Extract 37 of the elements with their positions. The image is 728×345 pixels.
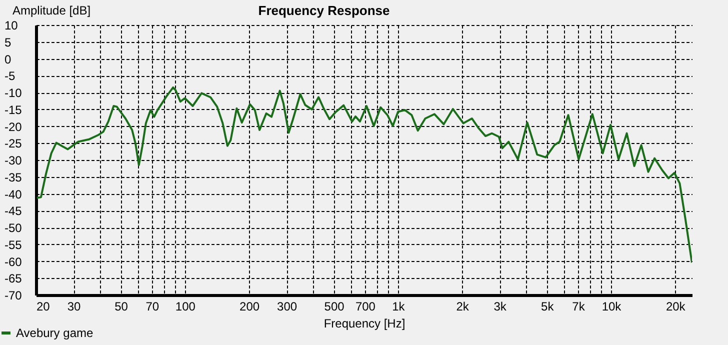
x-tick-label: 50 — [114, 300, 128, 314]
y-tick-label: -40 — [4, 187, 22, 202]
y-tick-label: -55 — [4, 238, 22, 252]
legend-label: Avebury game — [16, 326, 94, 340]
x-tick-label: 500 — [324, 300, 345, 314]
x-tick-label: 100 — [175, 300, 196, 314]
y-tick-label: -30 — [4, 154, 22, 168]
x-tick-label: 20 — [36, 300, 50, 314]
y-tick-label: 0 — [4, 52, 12, 66]
x-tick-label: 10k — [602, 300, 622, 314]
x-tick-label: 30 — [67, 300, 82, 314]
y-tick-label: 5 — [4, 35, 12, 50]
x-tick-label: 70 — [146, 300, 160, 314]
y-tick-label: -45 — [4, 204, 22, 218]
x-tick-label: 20k — [666, 300, 686, 314]
x-tick-label: 2k — [456, 300, 470, 314]
x-axis-title: Frequency [Hz] — [324, 316, 406, 330]
y-tick-label: -35 — [4, 170, 22, 184]
y-tick-label: -70 — [4, 288, 22, 302]
x-tick-label: 7k — [572, 300, 586, 314]
y-tick-label: -50 — [4, 221, 22, 235]
x-tick-label: 1k — [392, 300, 406, 314]
x-tick-label: 200 — [240, 300, 260, 314]
y-tick-label: -5 — [4, 69, 16, 84]
y-tick-label: 10 — [4, 18, 18, 32]
y-tick-label: -60 — [4, 254, 22, 269]
y-axis-title: Amplitude [dB] — [12, 4, 91, 18]
x-tick-label: 5k — [541, 300, 555, 314]
x-tick-label: 300 — [277, 300, 298, 314]
chart-title: Frequency Response — [258, 3, 390, 18]
x-tick-label: 3k — [494, 300, 508, 314]
y-tick-label: -20 — [4, 120, 22, 134]
y-tick-label: -65 — [4, 272, 22, 286]
y-tick-label: -10 — [4, 86, 22, 100]
y-tick-label: -25 — [4, 136, 22, 151]
y-tick-label: -15 — [4, 102, 22, 117]
x-tick-label: 700 — [355, 300, 376, 314]
